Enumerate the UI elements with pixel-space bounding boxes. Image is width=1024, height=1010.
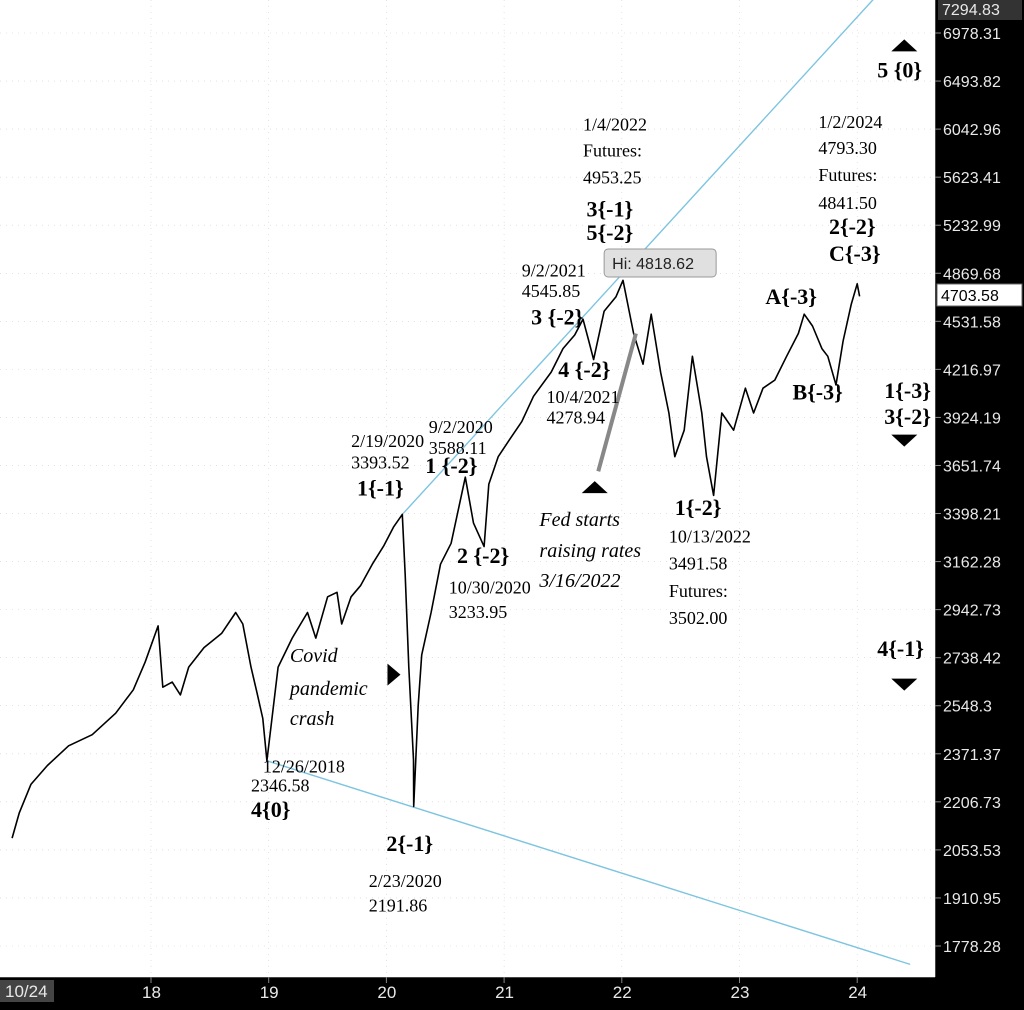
annotation-label: 3{-2} bbox=[884, 404, 931, 429]
annotation-label: 3502.00 bbox=[669, 608, 728, 628]
annotation-label: 4278.94 bbox=[546, 407, 605, 427]
x-tick-label: 21 bbox=[495, 983, 514, 1002]
annotation-label: 2/23/2020 bbox=[369, 871, 442, 891]
y-tick-label: 5623.41 bbox=[943, 170, 1001, 187]
annotation-label: 3393.52 bbox=[351, 453, 410, 473]
high-callout: Hi: 4818.62 bbox=[603, 248, 717, 278]
annotation-label: 10/4/2021 bbox=[546, 387, 619, 407]
annotation-label: 4{-1} bbox=[877, 636, 924, 661]
annotation-label: A{-3} bbox=[765, 284, 817, 309]
y-tick-label: 3651.74 bbox=[943, 458, 1001, 475]
top-price-label: 7294.83 bbox=[942, 2, 1000, 19]
annotation-label: pandemic bbox=[288, 678, 368, 700]
annotation-label: B{-3} bbox=[792, 380, 842, 405]
annotation-label: C{-3} bbox=[829, 241, 881, 266]
annotation-label: 10/13/2022 bbox=[669, 526, 751, 546]
y-tick-label: 2206.73 bbox=[943, 795, 1001, 812]
y-tick-label: 2371.37 bbox=[943, 747, 1001, 764]
y-tick-label: 1910.95 bbox=[943, 891, 1001, 908]
y-tick-label: 4531.58 bbox=[943, 314, 1001, 331]
x-tick-label: 20 bbox=[377, 983, 396, 1002]
annotation-label: 2{-2} bbox=[829, 214, 876, 239]
annotation-label: 9/2/2020 bbox=[429, 417, 493, 437]
y-tick-label: 3162.28 bbox=[943, 555, 1001, 572]
annotation-label: 2{-1} bbox=[386, 831, 433, 856]
annotation-label: 3233.95 bbox=[449, 602, 508, 622]
annotation-label: 4545.85 bbox=[522, 281, 581, 301]
annotation-label: 9/2/2021 bbox=[522, 261, 586, 281]
annotation-label: 4841.50 bbox=[818, 193, 877, 213]
annotation-label: Fed starts bbox=[538, 509, 620, 531]
marker-up-triangle bbox=[581, 481, 608, 494]
annotation-label: 3491.58 bbox=[669, 553, 728, 573]
y-tick-label: 4216.97 bbox=[943, 362, 1001, 379]
annotation-label: 3588.11 bbox=[429, 438, 487, 458]
x-first-label: 10/24 bbox=[5, 982, 48, 1001]
annotation-label: 3{-1} bbox=[586, 197, 633, 222]
y-tick-label: 1778.28 bbox=[943, 939, 1001, 956]
annotation-label: raising rates bbox=[539, 540, 641, 562]
annotation-label: 1/2/2024 bbox=[818, 112, 882, 132]
x-tick-label: 18 bbox=[142, 983, 161, 1002]
y-axis: 6978.31 6493.82 6042.96 5623.41 5232.99 4869.… bbox=[935, 26, 1001, 956]
annotation-label: Futures: bbox=[583, 141, 642, 161]
y-tick-label: 2942.73 bbox=[943, 603, 1001, 620]
annotation-label: 2 {-2} bbox=[457, 543, 509, 568]
fed-arrow-line bbox=[596, 332, 638, 472]
annotation-label: Futures: bbox=[669, 581, 728, 601]
y-tick-label: 2738.42 bbox=[943, 651, 1001, 668]
annotation-label: 12/26/2018 bbox=[263, 757, 345, 777]
annotation-label: 4793.30 bbox=[818, 138, 877, 158]
annotation-label: 4953.25 bbox=[583, 168, 642, 188]
price-series-line bbox=[11, 279, 861, 839]
marker-down-triangle bbox=[891, 678, 918, 691]
y-tick-label: 4869.68 bbox=[943, 266, 1001, 283]
annotation-label: 2346.58 bbox=[251, 775, 309, 795]
annotation-label: 4{0} bbox=[251, 797, 290, 822]
y-tick-label: 3398.21 bbox=[943, 507, 1001, 524]
annotation-label: 1{-3} bbox=[884, 378, 931, 403]
wave-markers bbox=[387, 39, 918, 691]
annotation-label: 2191.86 bbox=[369, 896, 428, 916]
annotation-label: 10/30/2020 bbox=[449, 577, 531, 597]
marker-up-triangle bbox=[891, 39, 918, 52]
x-tick-label: 24 bbox=[848, 983, 867, 1002]
annotation-label: 3 {-2} bbox=[531, 305, 583, 330]
marker-down-triangle bbox=[891, 434, 918, 447]
trendline bbox=[266, 760, 911, 966]
y-tick-label: 6978.31 bbox=[943, 26, 1001, 43]
y-tick-label: 2548.3 bbox=[943, 699, 992, 716]
annotation-label: 1 {-2} bbox=[425, 453, 477, 478]
annotation-label: 2/19/2020 bbox=[351, 431, 424, 451]
annotation-label: 3/16/2022 bbox=[538, 570, 620, 592]
annotation-label: 1/4/2022 bbox=[583, 115, 647, 135]
last-price-box bbox=[936, 283, 1023, 307]
x-tick-label: 22 bbox=[613, 983, 632, 1002]
marker-right-triangle bbox=[387, 663, 401, 686]
annotation-label: Covid bbox=[290, 645, 339, 667]
x-tick-label: 19 bbox=[260, 983, 279, 1002]
annotation-label: 5{-2} bbox=[586, 220, 633, 245]
last-price-label: 4703.58 bbox=[941, 288, 999, 305]
y-tick-label: 6042.96 bbox=[943, 122, 1001, 139]
x-tick-label: 23 bbox=[731, 983, 750, 1002]
y-tick-label: 6493.82 bbox=[943, 74, 1001, 91]
grid-lines bbox=[0, 0, 935, 977]
y-tick-label: 3924.19 bbox=[943, 410, 1001, 427]
annotation-label: crash bbox=[290, 708, 334, 730]
annotation-label: Futures: bbox=[818, 165, 877, 185]
annotation-label: 1{-1} bbox=[357, 476, 404, 501]
high-callout-label: Hi: 4818.62 bbox=[612, 256, 694, 273]
y-tick-label: 5232.99 bbox=[943, 218, 1001, 235]
x-axis: 18 19 20 21 22 23 24 bbox=[142, 977, 867, 1002]
high-callout-box bbox=[603, 248, 717, 278]
annotation-label: 4 {-2} bbox=[558, 357, 610, 382]
annotation-label: 5 {0} bbox=[877, 57, 922, 82]
y-tick-label: 2053.53 bbox=[943, 843, 1001, 860]
annotation-label: 1{-2} bbox=[675, 495, 722, 520]
top-price-box bbox=[938, 0, 1022, 20]
x-first-box bbox=[0, 980, 54, 1002]
